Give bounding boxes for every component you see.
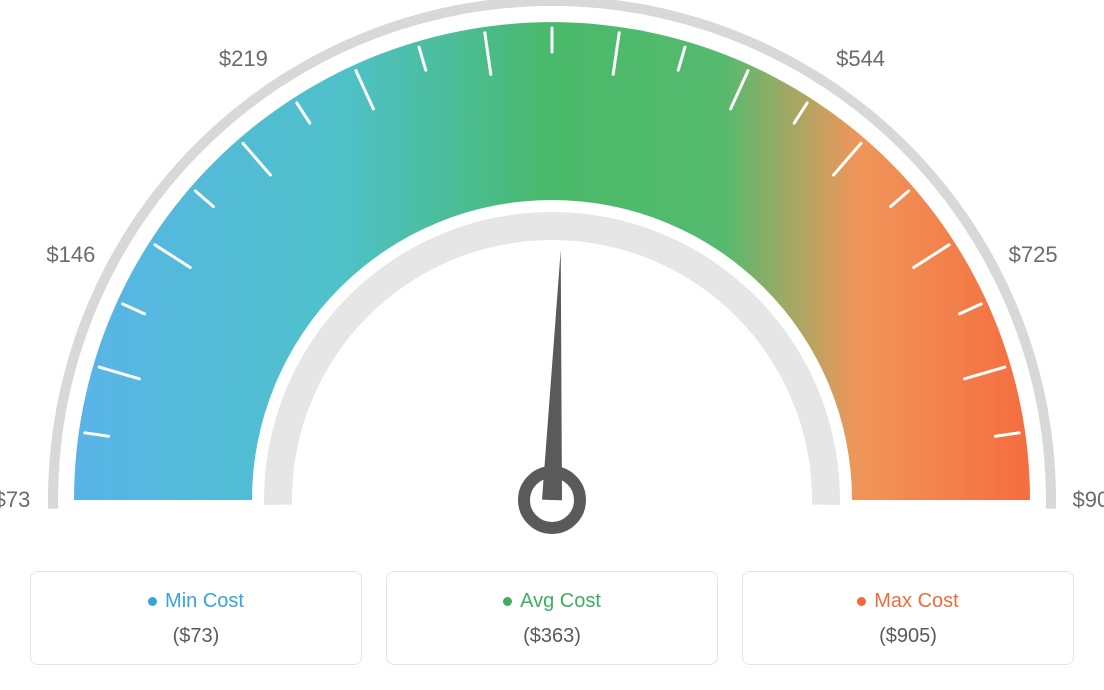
tick-label: $544 xyxy=(836,46,885,72)
legend-label-max: Max Cost xyxy=(753,590,1063,613)
legend-dot-avg xyxy=(503,597,512,606)
gauge-chart: $73$146$219$363$544$725$905 xyxy=(0,0,1104,560)
tick-label: $905 xyxy=(1073,487,1104,513)
legend-card-min: Min Cost ($73) xyxy=(30,571,362,665)
legend-label-max-text: Max Cost xyxy=(874,590,958,612)
tick-label: $73 xyxy=(0,487,30,513)
legend-value-avg: ($363) xyxy=(397,625,707,648)
legend-label-avg: Avg Cost xyxy=(397,590,707,613)
legend-value-min: ($73) xyxy=(41,625,351,648)
tick-label: $146 xyxy=(46,242,95,268)
legend-dot-min xyxy=(148,597,157,606)
legend-value-max: ($905) xyxy=(753,625,1063,648)
tick-label: $219 xyxy=(219,46,268,72)
legend-label-min: Min Cost xyxy=(41,590,351,613)
legend-card-max: Max Cost ($905) xyxy=(742,571,1074,665)
legend-row: Min Cost ($73) Avg Cost ($363) Max Cost … xyxy=(30,571,1074,665)
gauge-svg xyxy=(0,0,1104,560)
legend-dot-max xyxy=(857,597,866,606)
tick-label: $725 xyxy=(1009,242,1058,268)
legend-card-avg: Avg Cost ($363) xyxy=(386,571,718,665)
cost-gauge-widget: $73$146$219$363$544$725$905 Min Cost ($7… xyxy=(0,0,1104,690)
legend-label-avg-text: Avg Cost xyxy=(520,590,601,612)
legend-label-min-text: Min Cost xyxy=(165,590,244,612)
